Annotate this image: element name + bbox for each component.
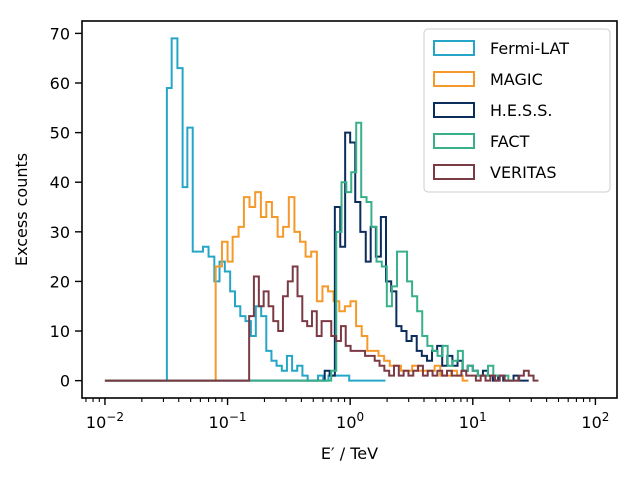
legend-swatch [433,71,475,87]
x-tick-label: 101 [459,410,487,432]
legend-label: H.E.S.S. [490,101,553,120]
legend-swatch [433,40,475,56]
x-tick-label: 10−2 [86,410,124,432]
legend-swatch [433,133,475,149]
y-tick-label: 60 [50,74,70,93]
y-tick-label: 10 [50,322,70,341]
x-tick-label: 10−1 [209,410,247,432]
x-tick-label: 100 [336,410,364,432]
legend-box [423,28,611,193]
y-tick-label: 50 [50,124,70,143]
y-tick-label: 70 [50,24,70,43]
y-tick-label: 0 [60,372,70,391]
legend-label: FACT [490,132,530,151]
legend-swatch [433,164,475,180]
legend-label: MAGIC [490,70,543,89]
legend-swatch [433,102,475,118]
legend-label: Fermi-LAT [490,39,569,58]
y-tick-label: 40 [50,173,70,192]
series-line-fact [104,121,519,382]
ticks-layer: 0 10 20 30 40 50 60 70 10−2 10−1 100 101 102 [50,24,610,432]
x-tick-label: 102 [581,410,609,432]
series-layer [104,37,539,382]
x-axis-title: E′ / TeV [321,444,378,463]
series-line-fermi-lat [104,37,386,382]
y-tick-label: 20 [50,272,70,291]
series-line-magic [104,191,469,382]
y-axis-title: Excess counts [12,153,31,266]
y-tick-label: 30 [50,223,70,242]
legend: Fermi-LAT MAGIC H.E.S.S. FACT VERITAS [423,28,611,193]
series-line-veritas [104,265,539,382]
legend-label: VERITAS [490,163,557,182]
